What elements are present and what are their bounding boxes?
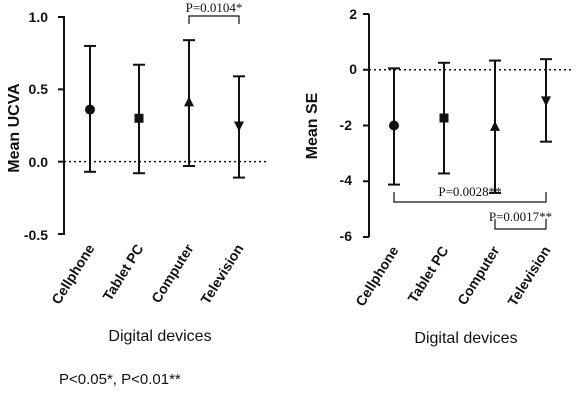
ucva-tick-label-1: 1.0 xyxy=(29,9,49,25)
ucva-tick-label-05: 0.5 xyxy=(29,81,49,97)
ucva-y-axis-label: Mean UCVA xyxy=(6,83,23,173)
ucva-point-tablet-pc xyxy=(134,113,144,123)
ucva-category-label: Tablet PC xyxy=(99,241,146,303)
se-point-computer xyxy=(490,120,500,131)
se-y-axis-label: Mean SE xyxy=(304,92,321,159)
significance-footnote: P<0.05*, P<0.01** xyxy=(59,371,181,388)
se-category-label: Cellphone xyxy=(352,243,402,309)
se-category-label: Tablet PC xyxy=(404,243,451,305)
ucva-significance-bracket xyxy=(188,15,240,24)
se-point-cellphone xyxy=(389,120,399,131)
se-tick-label-minus2: -2 xyxy=(340,117,353,133)
ucva-p-value-label: P=0.0104* xyxy=(186,0,243,15)
ucva-x-axis-label: Digital devices xyxy=(108,328,211,345)
left-panel: Mean UCVA 1.0 0.5 0.0 -0.5 Cellphone Tabl… xyxy=(6,0,268,345)
se-p-value-label: P=0.0017** xyxy=(489,209,552,224)
se-tick-label-2: 2 xyxy=(349,6,357,22)
se-x-axis-label: Digital devices xyxy=(414,330,517,347)
se-category-label: Computer xyxy=(454,243,503,308)
ucva-category-label: Computer xyxy=(148,241,197,306)
ucva-tick-label-0: 0.0 xyxy=(29,154,49,170)
right-panel: Mean SE 2 0 -2 -4 -6 Cellphone Tablet PC C… xyxy=(304,6,573,347)
ucva-category-label: Cellphone xyxy=(48,241,98,307)
ucva-tick-label-minus05: -0.5 xyxy=(24,227,48,243)
se-significance-bracket xyxy=(393,192,547,203)
se-tick-label-minus6: -6 xyxy=(340,228,353,244)
ucva-point-cellphone xyxy=(85,104,95,115)
se-tick-label-minus4: -4 xyxy=(340,172,353,188)
ucva-point-computer xyxy=(184,96,194,107)
se-point-tablet-pc xyxy=(439,113,449,123)
se-p-value-label: P=0.0028** xyxy=(438,184,501,199)
se-category-label: Television xyxy=(504,243,553,309)
se-significance-bracket xyxy=(494,219,547,230)
ucva-point-television xyxy=(234,121,244,132)
se-tick-label-0: 0 xyxy=(349,61,357,77)
ucva-category-label: Television xyxy=(197,241,246,307)
se-point-television xyxy=(541,96,551,107)
